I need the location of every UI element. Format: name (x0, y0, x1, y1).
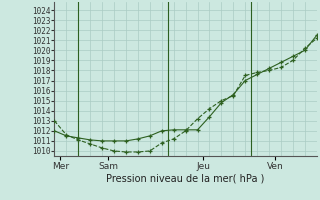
X-axis label: Pression niveau de la mer( hPa ): Pression niveau de la mer( hPa ) (107, 173, 265, 183)
